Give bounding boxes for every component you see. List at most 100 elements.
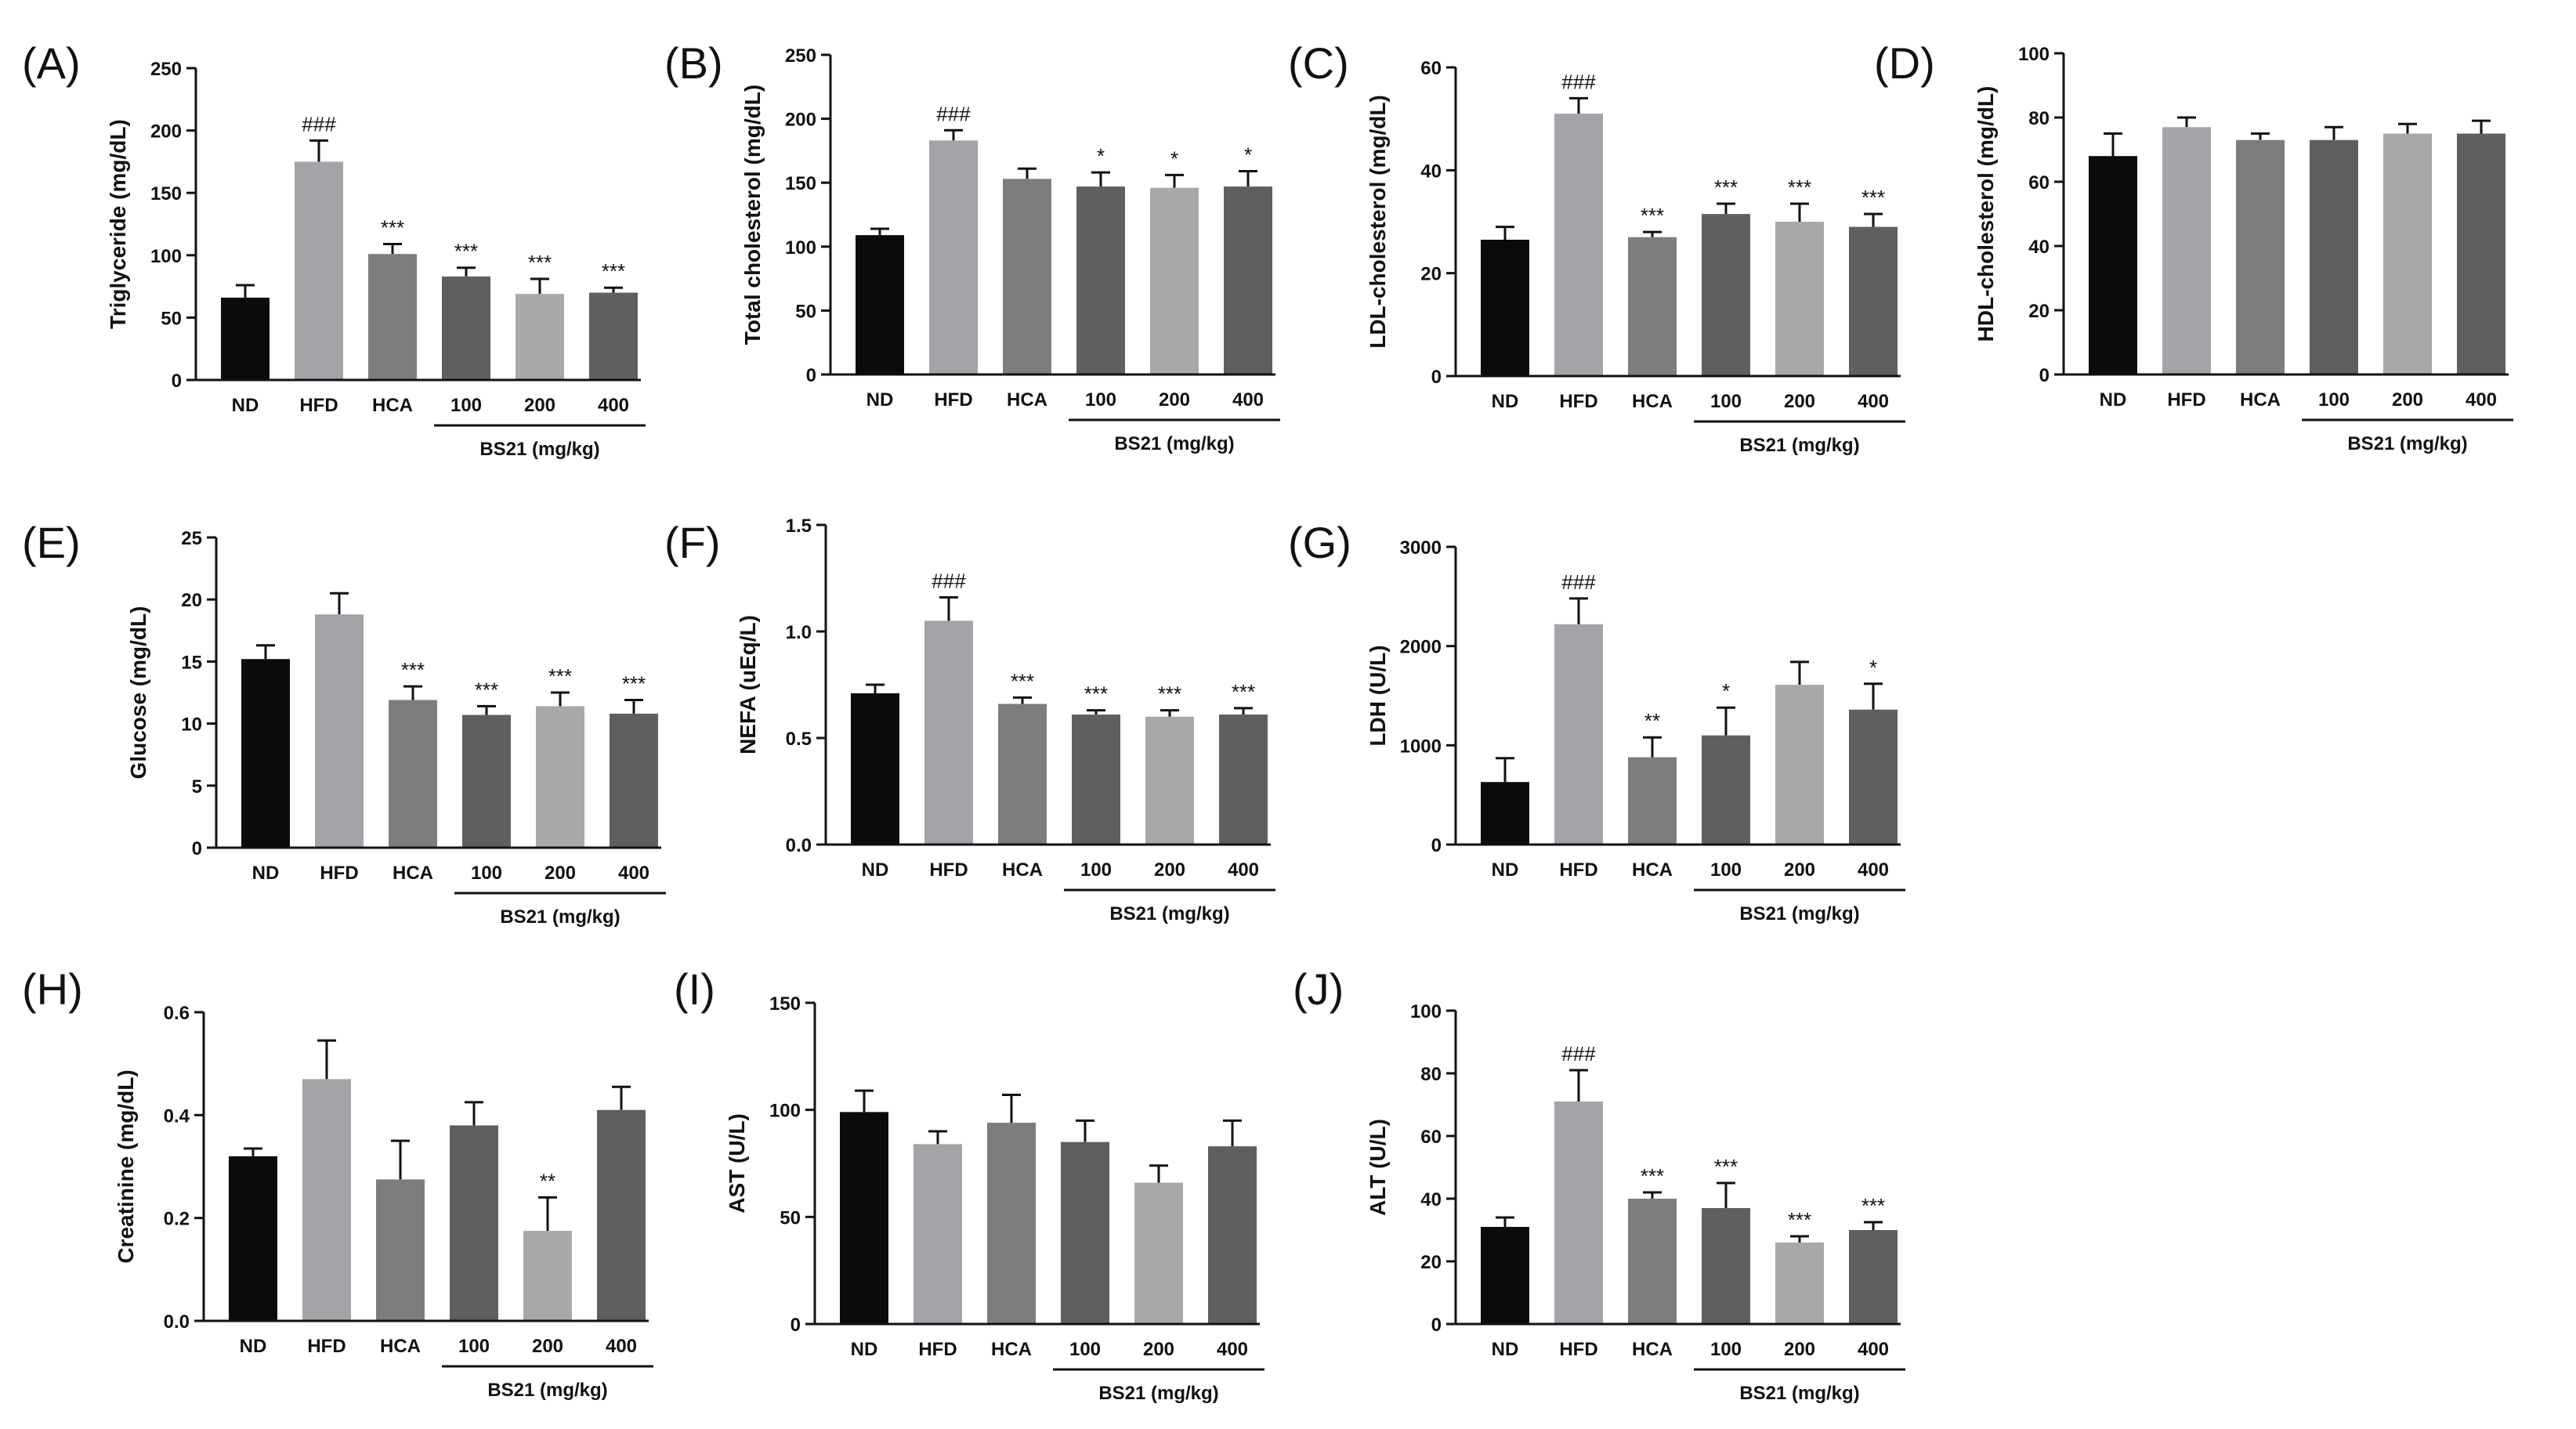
x-tick-label: 100	[1710, 859, 1742, 881]
bar-100	[1076, 186, 1125, 374]
y-axis-label: LDL-cholesterol (mg/dL)	[1366, 95, 1390, 349]
y-axis-label: Creatinine (mg/dL)	[114, 1069, 138, 1263]
y-tick-label: 0	[2039, 365, 2050, 386]
x-tick-label: ND	[851, 1339, 878, 1360]
y-tick-label: 10	[181, 714, 202, 736]
panel-i: (I) 0 50 100 150 AST (U/L) ND HFD HCA 100 200 400 BS…	[674, 964, 1264, 1404]
significance-mark: ***	[1788, 1208, 1811, 1232]
x-tick-label: 100	[1710, 1339, 1742, 1360]
bar-100	[2310, 139, 2358, 374]
group-label: BS21 (mg/kg)	[1114, 433, 1234, 454]
x-tick-label: HCA	[393, 863, 433, 884]
bar-hca	[1628, 757, 1677, 845]
bar-400	[1849, 226, 1898, 376]
y-tick-label: 150	[785, 173, 816, 194]
group-label: BS21 (mg/kg)	[1098, 1383, 1218, 1404]
y-tick-label: 150	[150, 183, 182, 204]
bar-nd	[241, 659, 290, 848]
panel-label: (E)	[22, 518, 81, 567]
y-axis-label: NEFA (uEq/L)	[736, 615, 760, 754]
bar-hfd	[302, 1079, 351, 1321]
group-label: BS21 (mg/kg)	[487, 1380, 607, 1401]
bar-400	[2457, 133, 2505, 374]
x-tick-label: 200	[1143, 1339, 1174, 1360]
x-tick-label: HCA	[1632, 859, 1673, 881]
panel-label: (G)	[1288, 518, 1351, 567]
y-tick-label: 200	[150, 121, 182, 143]
y-tick-label: 0.4	[164, 1105, 190, 1127]
group-label: BS21 (mg/kg)	[1739, 1383, 1859, 1404]
group-label: BS21 (mg/kg)	[2347, 433, 2467, 454]
x-tick-label: HCA	[1632, 391, 1673, 412]
panel-d: (D) 0 20 40 60 80 100 HDL-cholesterol (mg/dL) ND…	[1874, 38, 2513, 454]
y-tick-label: 20	[1420, 264, 1442, 285]
panel-label: (J)	[1293, 964, 1344, 1014]
x-tick-label: HFD	[320, 863, 358, 884]
x-tick-label: 100	[458, 1336, 490, 1357]
significance-mark: ***	[1084, 682, 1108, 706]
x-tick-label: HCA	[1002, 859, 1043, 881]
bar-hca	[2236, 139, 2285, 374]
y-tick-label: 40	[1420, 1189, 1442, 1210]
panel-label: (A)	[22, 38, 81, 88]
y-tick-label: 60	[1420, 58, 1442, 79]
bar-hca	[368, 254, 417, 380]
x-tick-label: 200	[2392, 389, 2423, 411]
significance-mark: ***	[1011, 669, 1034, 693]
x-tick-label: HCA	[2240, 389, 2281, 411]
x-tick-label: HFD	[1559, 391, 1597, 412]
x-tick-label: 100	[1710, 391, 1742, 412]
bar-nd	[1481, 782, 1529, 845]
bar-100	[1061, 1141, 1109, 1324]
bar-nd	[1481, 1227, 1529, 1324]
x-tick-label: ND	[240, 1336, 267, 1357]
y-tick-label: 200	[785, 110, 816, 131]
significance-mark: ***	[602, 259, 625, 283]
significance-mark: ***	[454, 240, 478, 263]
bar-hca	[1628, 237, 1677, 376]
x-tick-label: 200	[1784, 859, 1815, 881]
x-tick-label: ND	[252, 863, 280, 884]
bar-hca	[389, 700, 437, 848]
y-tick-label: 80	[1420, 1064, 1442, 1085]
significance-mark: ***	[401, 658, 425, 682]
significance-mark: ***	[1861, 1194, 1885, 1217]
y-tick-label: 0.6	[164, 1003, 190, 1024]
x-tick-label: ND	[232, 395, 259, 416]
bar-400	[610, 713, 658, 848]
bar-nd	[851, 693, 899, 845]
bar-400	[1849, 1230, 1898, 1324]
group-label: BS21 (mg/kg)	[1109, 903, 1229, 924]
x-tick-label: 100	[1069, 1339, 1101, 1360]
significance-mark: *	[1244, 143, 1252, 167]
significance-mark: ###	[1561, 1042, 1596, 1065]
x-tick-label: HFD	[929, 859, 968, 881]
y-tick-label: 20	[181, 590, 202, 611]
significance-mark: ***	[1714, 1155, 1738, 1178]
group-label: BS21 (mg/kg)	[500, 906, 620, 928]
significance-mark: *	[1170, 147, 1178, 170]
y-tick-label: 1.5	[786, 516, 812, 537]
bar-200	[1150, 187, 1199, 374]
bar-hfd	[315, 614, 364, 848]
significance-mark: *	[1722, 679, 1730, 703]
y-tick-label: 100	[1410, 1001, 1442, 1022]
panel-label: (B)	[664, 38, 723, 88]
significance-mark: *	[1097, 144, 1105, 168]
bar-100	[462, 714, 511, 848]
significance-mark: ***	[475, 678, 498, 701]
bar-nd	[2089, 156, 2137, 374]
bar-400	[1208, 1146, 1257, 1324]
bar-nd	[1481, 239, 1529, 376]
bar-200	[1775, 685, 1824, 845]
bar-200	[1145, 716, 1194, 845]
y-axis-label: AST (U/L)	[725, 1113, 749, 1214]
y-tick-label: 3000	[1400, 537, 1442, 559]
significance-mark: ###	[1561, 70, 1596, 93]
significance-mark: ***	[1232, 680, 1255, 704]
panel-a: (A) 0 50 100 150 200 250 Triglyceride (mg/dL) ND…	[22, 38, 646, 460]
x-tick-label: HCA	[372, 395, 413, 416]
bar-200	[516, 294, 564, 380]
bar-hca	[1628, 1199, 1677, 1324]
